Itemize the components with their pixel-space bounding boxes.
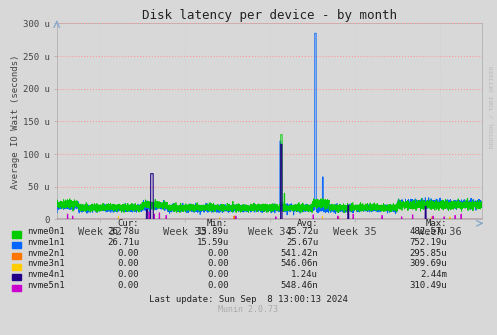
- Text: 26.71u: 26.71u: [107, 238, 139, 247]
- Text: 310.49u: 310.49u: [410, 281, 447, 290]
- Text: nvme0n1: nvme0n1: [27, 227, 65, 236]
- Text: 15.89u: 15.89u: [196, 227, 229, 236]
- Text: 0.00: 0.00: [207, 249, 229, 258]
- Text: 309.69u: 309.69u: [410, 259, 447, 268]
- Text: 2.44m: 2.44m: [420, 270, 447, 279]
- Text: Cur:: Cur:: [118, 219, 139, 228]
- Text: 0.00: 0.00: [207, 259, 229, 268]
- Text: nvme4n1: nvme4n1: [27, 270, 65, 279]
- Text: nvme5n1: nvme5n1: [27, 281, 65, 290]
- Text: 752.19u: 752.19u: [410, 238, 447, 247]
- Text: 295.85u: 295.85u: [410, 249, 447, 258]
- Text: Max:: Max:: [426, 219, 447, 228]
- Text: 0.00: 0.00: [207, 281, 229, 290]
- Text: Avg:: Avg:: [297, 219, 318, 228]
- Y-axis label: Average IO Wait (seconds): Average IO Wait (seconds): [11, 54, 20, 189]
- Text: 1.24u: 1.24u: [291, 270, 318, 279]
- Text: nvme2n1: nvme2n1: [27, 249, 65, 258]
- Text: 15.59u: 15.59u: [196, 238, 229, 247]
- Text: Last update: Sun Sep  8 13:00:13 2024: Last update: Sun Sep 8 13:00:13 2024: [149, 294, 348, 304]
- Text: 0.00: 0.00: [118, 259, 139, 268]
- Text: 0.00: 0.00: [118, 270, 139, 279]
- Text: 0.00: 0.00: [118, 249, 139, 258]
- Text: nvme3n1: nvme3n1: [27, 259, 65, 268]
- Text: 541.42n: 541.42n: [280, 249, 318, 258]
- Title: Disk latency per device - by month: Disk latency per device - by month: [142, 9, 397, 22]
- Text: 482.57u: 482.57u: [410, 227, 447, 236]
- Text: Munin 2.0.73: Munin 2.0.73: [219, 305, 278, 314]
- Text: 25.72u: 25.72u: [286, 227, 318, 236]
- Text: 0.00: 0.00: [207, 270, 229, 279]
- Text: 546.06n: 546.06n: [280, 259, 318, 268]
- Text: 26.78u: 26.78u: [107, 227, 139, 236]
- Text: nvme1n1: nvme1n1: [27, 238, 65, 247]
- Text: 25.67u: 25.67u: [286, 238, 318, 247]
- Text: Min:: Min:: [207, 219, 229, 228]
- Text: RRDTOOL / TOBI OETIKER: RRDTOOL / TOBI OETIKER: [490, 66, 495, 148]
- Text: 0.00: 0.00: [118, 281, 139, 290]
- Text: 548.46n: 548.46n: [280, 281, 318, 290]
